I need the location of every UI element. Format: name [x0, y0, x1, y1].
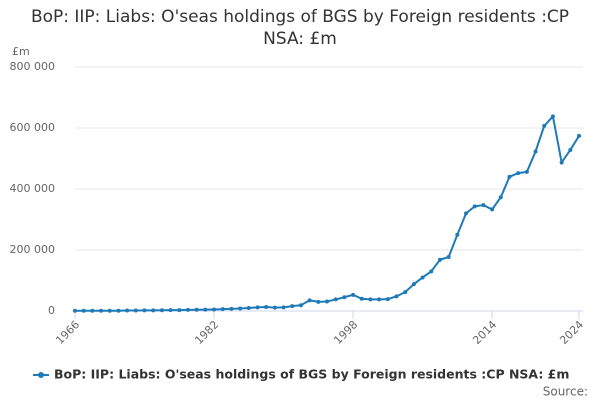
data-point: [125, 308, 130, 313]
data-point: [116, 308, 121, 313]
legend-label: BoP: IIP: Liabs: O'seas holdings of BGS …: [54, 367, 569, 382]
data-point: [542, 123, 547, 128]
data-point: [533, 149, 538, 154]
data-point: [290, 304, 295, 309]
y-tick-label: 200 000: [10, 243, 56, 256]
data-point: [498, 195, 503, 200]
data-point: [559, 160, 564, 165]
y-tick-label: 800 000: [10, 60, 56, 73]
data-point: [351, 292, 356, 297]
data-point: [212, 307, 217, 312]
data-point: [550, 114, 555, 119]
data-point: [437, 257, 442, 262]
data-point: [255, 305, 260, 310]
data-point: [377, 297, 382, 302]
data-point: [403, 290, 408, 295]
data-point: [455, 232, 460, 237]
data-point: [81, 308, 86, 313]
data-point: [168, 308, 173, 313]
data-point: [203, 307, 208, 312]
x-tick-label: 1966: [53, 318, 82, 347]
data-point: [446, 255, 451, 260]
data-point: [229, 306, 234, 311]
data-point: [220, 307, 225, 312]
data-point: [272, 305, 277, 310]
data-point: [238, 306, 243, 311]
data-point: [359, 296, 364, 301]
data-point: [177, 308, 182, 313]
data-point: [264, 305, 269, 310]
y-tick-label: 400 000: [10, 182, 56, 195]
data-point: [411, 282, 416, 287]
x-tick-label: 1982: [192, 318, 221, 347]
x-tick-label: 2024: [557, 318, 586, 347]
data-point: [194, 307, 199, 312]
source: Source:: [543, 385, 588, 399]
data-point: [246, 305, 251, 310]
data-point: [99, 308, 104, 313]
data-point: [298, 303, 303, 308]
data-point: [333, 297, 338, 302]
data-point: [490, 207, 495, 212]
x-tick-label: 1998: [331, 318, 360, 347]
data-point: [73, 308, 77, 313]
data-point: [368, 297, 373, 302]
data-point: [159, 308, 164, 313]
y-tick-label: 600 000: [10, 121, 56, 134]
data-point: [464, 211, 469, 216]
data-line: [75, 114, 580, 312]
data-point: [107, 308, 112, 313]
y-axis-label: £m: [12, 45, 30, 58]
data-point: [385, 297, 390, 302]
data-point: [325, 299, 329, 304]
data-point: [316, 299, 321, 304]
data-point: [281, 305, 286, 310]
data-point: [307, 298, 312, 303]
data-point: [142, 308, 147, 313]
data-point: [342, 295, 347, 300]
data-point: [185, 307, 190, 312]
y-tick-label: 0: [48, 304, 55, 317]
data-point: [481, 203, 486, 208]
data-point: [472, 204, 477, 209]
data-point: [90, 308, 95, 313]
data-point: [420, 275, 425, 280]
legend-marker: [38, 372, 44, 378]
data-point: [524, 169, 529, 174]
data-point: [133, 308, 138, 313]
chart-title: BoP: IIP: Liabs: O'seas holdings of BGS …: [30, 7, 570, 49]
data-point: [516, 171, 521, 176]
data-point: [429, 269, 434, 274]
data-point: [151, 308, 156, 313]
data-point: [394, 294, 399, 299]
data-point: [507, 174, 512, 179]
data-point: [568, 147, 573, 152]
x-tick-label: 2014: [470, 318, 499, 347]
data-point: [577, 133, 581, 138]
